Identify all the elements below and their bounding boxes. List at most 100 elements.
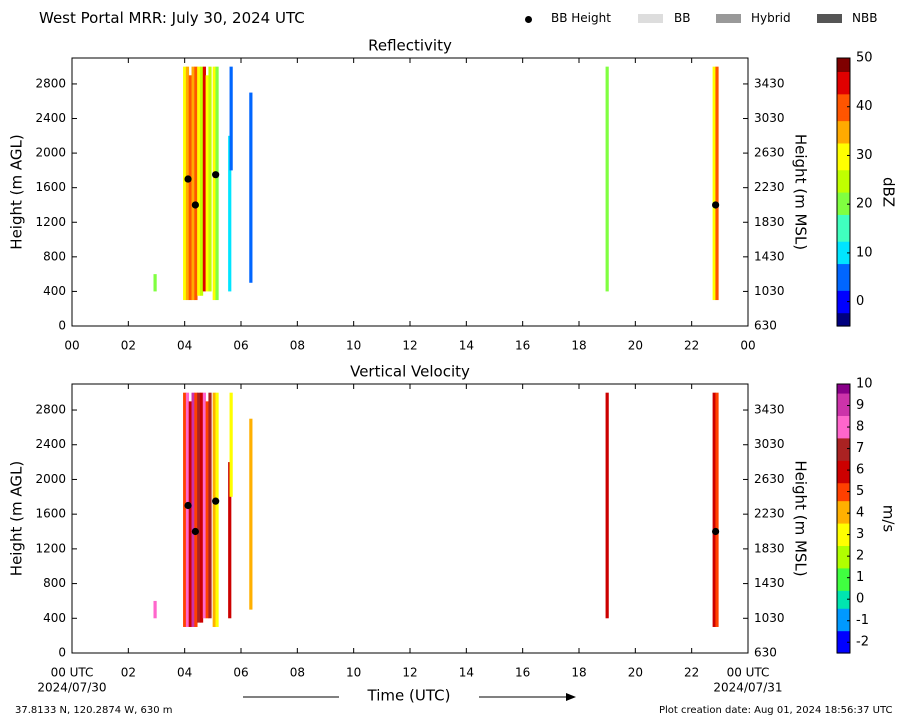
colorbar-tick-label: 1 <box>856 570 864 585</box>
echo-column <box>205 401 209 619</box>
bb-height-marker <box>712 527 720 536</box>
colorbar-segment <box>837 603 850 609</box>
colorbar-tick-label: 10 <box>856 245 873 260</box>
colorbar-segment <box>837 133 850 139</box>
colorbar-segment <box>837 317 850 323</box>
figure-title: West Portal MRR: July 30, 2024 UTC <box>39 9 305 27</box>
y-tick-label: 2800 <box>35 403 66 417</box>
y-tick-label: 400 <box>43 611 66 625</box>
echo-column <box>199 392 204 623</box>
y2-tick-label: 1430 <box>754 576 785 590</box>
echo-column <box>199 66 204 296</box>
colorbar-segment <box>837 80 850 86</box>
colorbar-segment <box>837 236 850 242</box>
colorbar-segment <box>837 451 850 457</box>
colorbar-segment <box>837 232 850 238</box>
x-tick-label: 22 <box>684 339 699 353</box>
y-tick-label: 800 <box>43 576 66 590</box>
x-tick-label: 00 UTC <box>727 666 770 680</box>
colorbar-segment <box>837 460 850 466</box>
bb-height-marker <box>212 497 220 505</box>
colorbar-tick-label: 0 <box>856 592 864 607</box>
colorbar-tick-label: 8 <box>856 420 864 435</box>
colorbar-segment <box>837 281 850 287</box>
colorbar-segment <box>837 518 850 524</box>
colorbar-segment <box>837 218 850 224</box>
echo-column <box>215 66 219 301</box>
colorbar-segment <box>837 102 850 108</box>
colorbar-segment <box>837 151 850 157</box>
legend-nbb-swatch <box>817 14 842 23</box>
chart-panel-reflectivity: 00 02 04 06 08 10 12 14 16 18 20 22 0004008001200160… <box>8 37 898 353</box>
colorbar-segment <box>837 626 850 632</box>
colorbar-tick-label: 4 <box>856 506 864 521</box>
bb-height-marker <box>212 171 220 179</box>
colorbar-segment <box>837 505 850 511</box>
x-tick-label: 00 UTC <box>51 666 94 680</box>
echo-column <box>212 66 216 301</box>
echo-column <box>191 66 195 301</box>
colorbar-tick-label: 10 <box>856 377 873 392</box>
colorbar-segment <box>837 58 850 64</box>
echo-column <box>197 66 201 296</box>
echo-column <box>715 66 719 301</box>
y2-axis-label: Height (m MSL) <box>792 460 810 576</box>
legend-bb-swatch <box>638 14 663 23</box>
echo-column <box>208 66 212 292</box>
colorbar-segment <box>837 187 850 193</box>
colorbar-segment <box>837 290 850 296</box>
y2-tick-label: 1030 <box>754 611 785 625</box>
colorbar-segment <box>837 142 850 148</box>
colorbar-segment <box>837 214 850 220</box>
echo-column <box>183 392 187 627</box>
echo-column <box>605 392 609 619</box>
bb-height-marker <box>191 201 199 209</box>
x-tick-label: 10 <box>346 339 361 353</box>
x-tick-label: 20 <box>628 339 643 353</box>
colorbar-tick-label: 3 <box>856 527 864 542</box>
y-tick-label: 0 <box>58 646 66 660</box>
colorbar-segment <box>837 442 850 448</box>
colorbar-segment <box>837 527 850 533</box>
colorbar-tick-label: 30 <box>856 148 873 163</box>
echo-column <box>249 418 253 610</box>
colorbar-segment <box>837 200 850 206</box>
y2-tick-label: 630 <box>754 646 777 660</box>
colorbar-segment <box>837 473 850 479</box>
colorbar-tick-label: 5 <box>856 484 864 499</box>
colorbar-tick-label: 6 <box>856 463 864 478</box>
x-tick-label: 16 <box>515 339 530 353</box>
colorbar-segment <box>837 259 850 265</box>
x-tick-label: 10 <box>346 666 361 680</box>
bb-height-marker <box>184 501 192 510</box>
colorbar-segment <box>837 590 850 596</box>
colorbar-segment <box>837 496 850 502</box>
y2-tick-label: 3430 <box>754 403 785 417</box>
colorbar-segment <box>837 299 850 305</box>
echo-column <box>197 392 201 623</box>
echo-column <box>185 66 190 301</box>
colorbar-tick-label: 50 <box>856 51 873 66</box>
colorbar-segment <box>837 196 850 202</box>
colorbar-segment <box>837 392 850 399</box>
bb-height-marker <box>184 175 192 183</box>
colorbar-segment <box>837 308 850 314</box>
colorbar-tick-label: 0 <box>856 294 864 309</box>
colorbar-segment <box>837 635 850 641</box>
colorbar-segment <box>837 227 850 233</box>
colorbar-segment <box>837 192 850 198</box>
echo-column <box>605 66 609 292</box>
colorbar-segment <box>837 482 850 488</box>
echo-column <box>229 392 233 497</box>
colorbar-segment <box>837 545 850 551</box>
echo-column <box>228 462 232 619</box>
colorbar-segment <box>837 554 850 560</box>
colorbar-segment <box>837 125 850 131</box>
x-tick-label: 06 <box>233 666 248 680</box>
colorbar-segment <box>837 205 850 211</box>
legend-label-hybrid: Hybrid <box>751 11 791 25</box>
colorbar-segment <box>837 321 850 327</box>
y2-tick-label: 1830 <box>754 541 785 555</box>
colorbar-segment <box>837 272 850 278</box>
